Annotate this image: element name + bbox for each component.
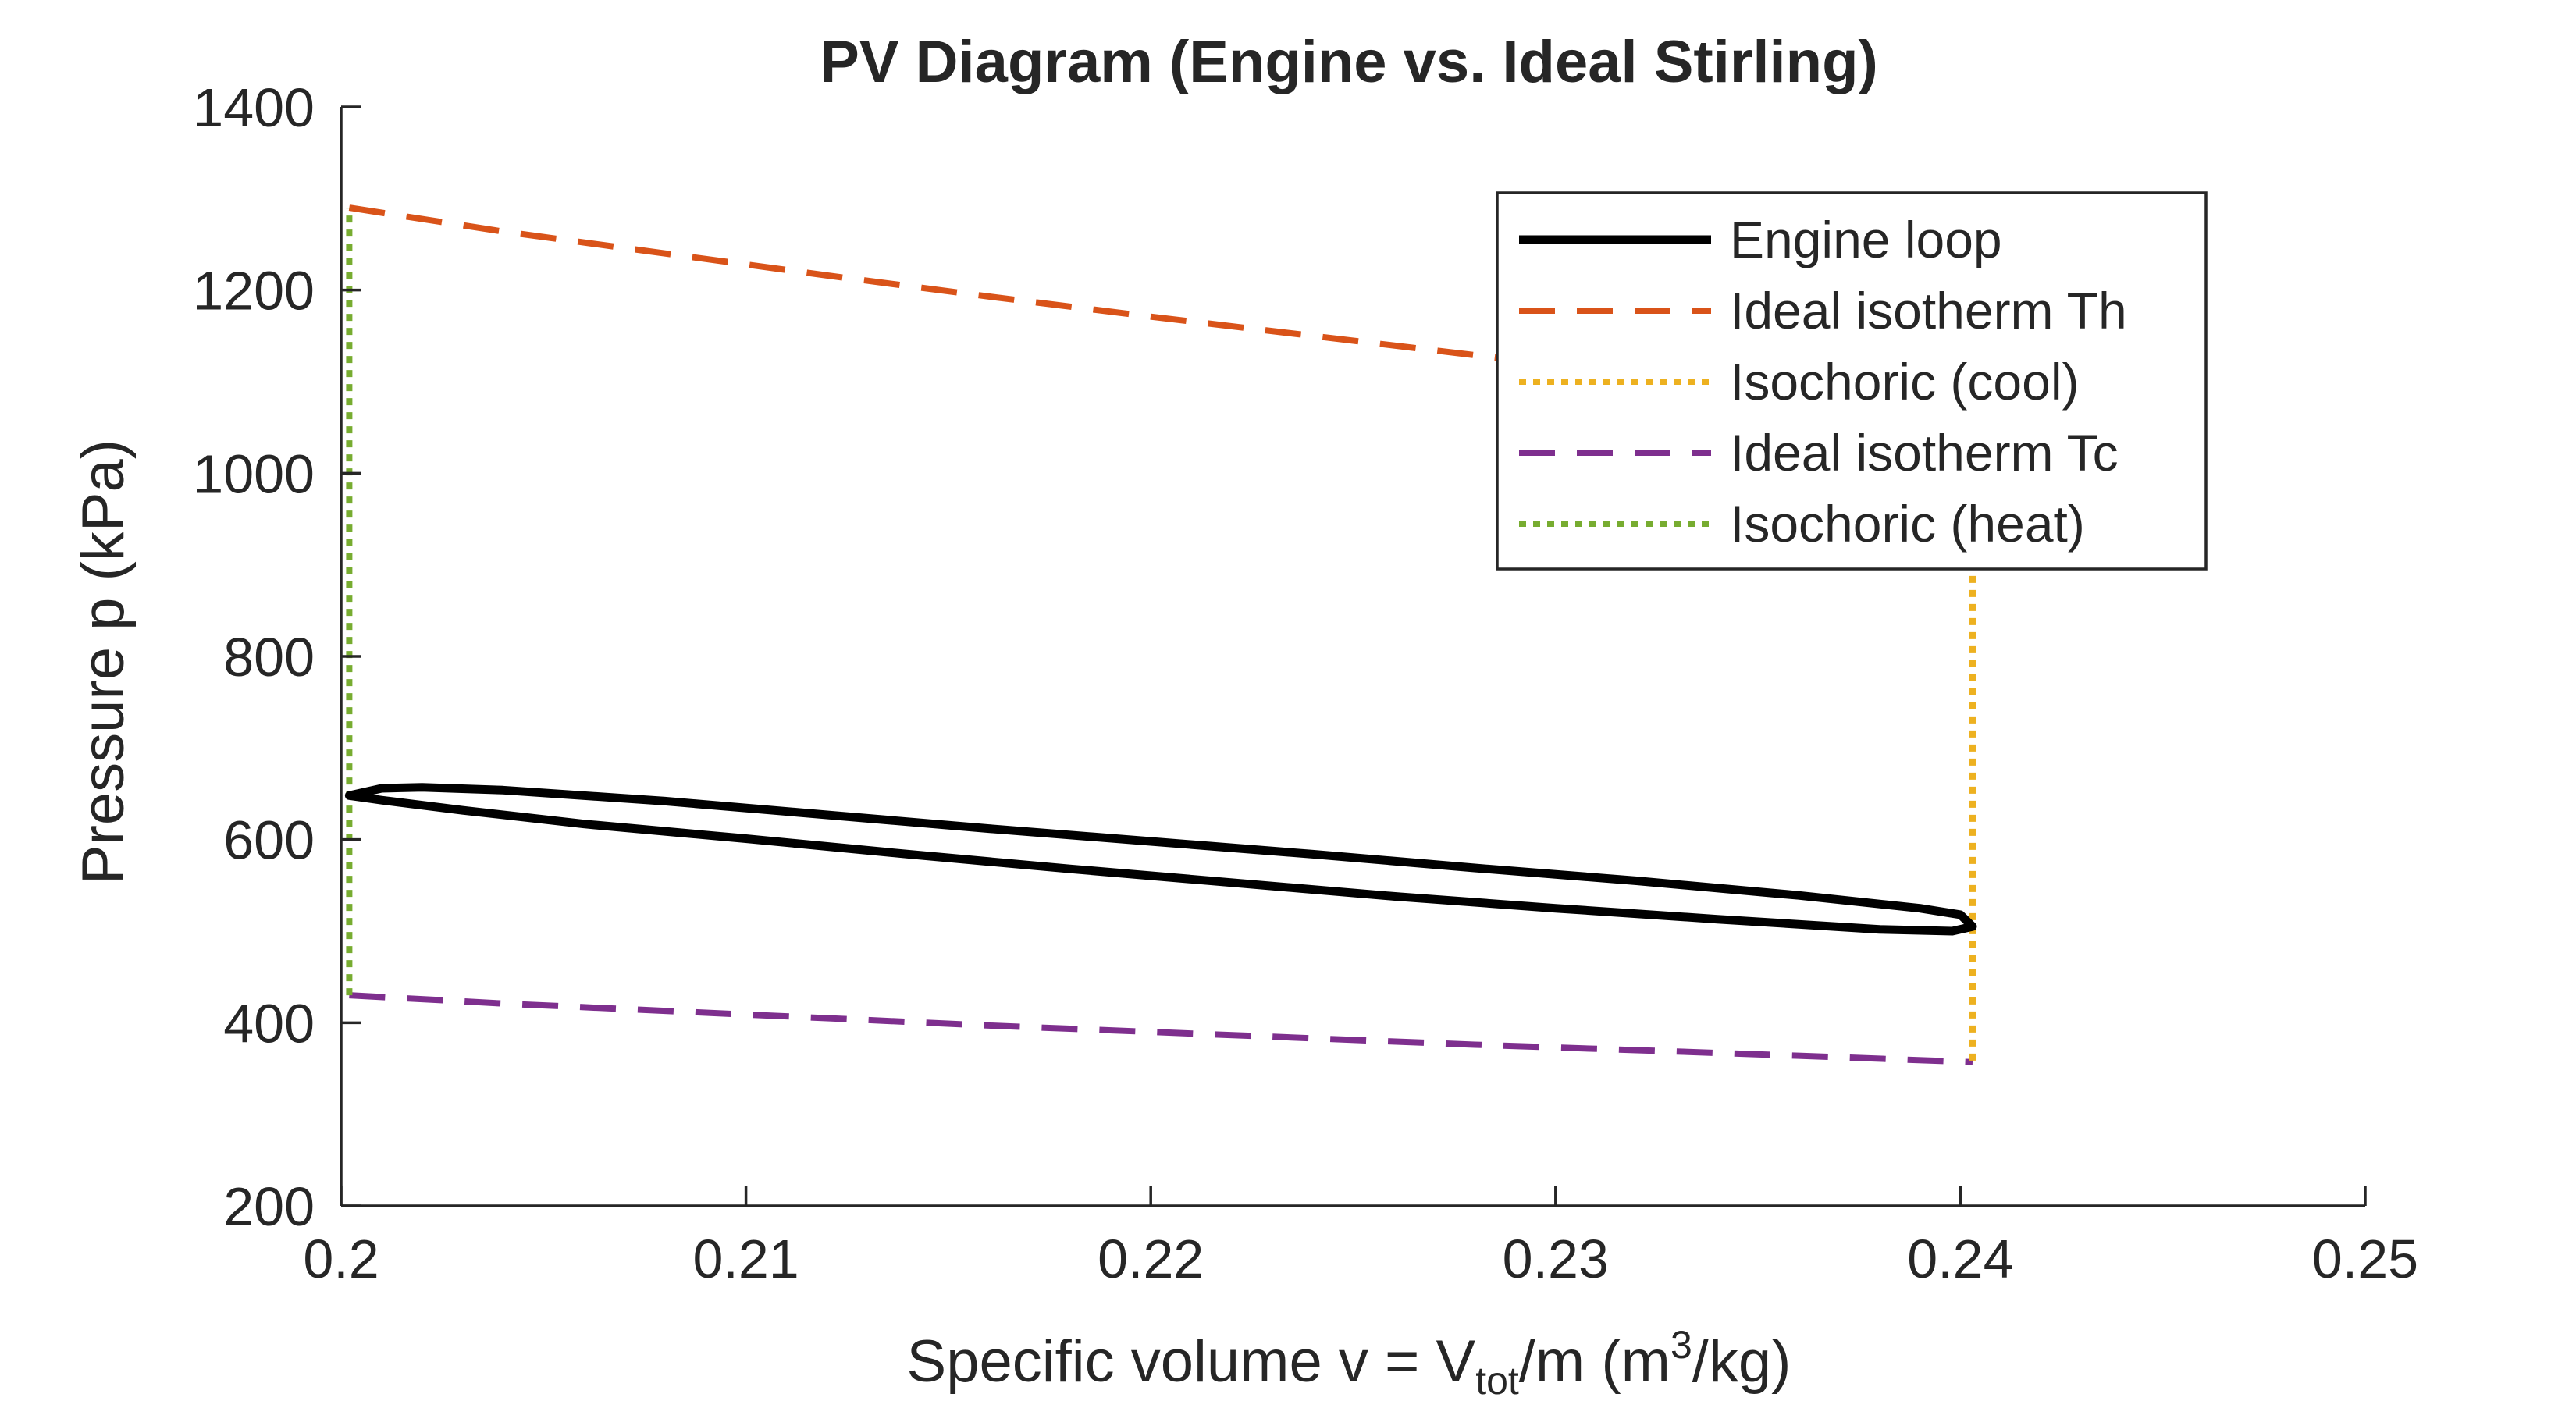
x-axis-label-part: tot [1475, 1359, 1519, 1401]
legend-label: Isochoric (cool) [1730, 353, 2079, 411]
series-line-ideal-isotherm-tc [349, 992, 1973, 1065]
x-axis-label-part: /m (m [1519, 1328, 1670, 1395]
x-axis-label-part: 3 [1670, 1323, 1692, 1367]
legend-label: Isochoric (heat) [1730, 495, 2085, 553]
y-tick-label: 1400 [193, 77, 315, 138]
legend-box [1496, 191, 2208, 571]
legend: Engine loop Ideal isotherm Th Isochoric (c… [1496, 191, 2208, 571]
x-axis-label: Specific volume v = Vtot/m (m3/kg) [907, 1323, 1791, 1401]
x-axis-ticks: 0.2 0.21 0.22 0.23 0.24 0.25 [303, 1186, 2418, 1289]
legend-label: Ideal isotherm Th [1730, 282, 2127, 340]
series-line-engine-loop [344, 783, 1977, 936]
legend-label: Engine loop [1730, 211, 2002, 268]
x-tick-label: 0.24 [1907, 1229, 2013, 1289]
y-tick-label: 600 [223, 810, 315, 871]
x-axis-label-part: Specific volume v = V [907, 1328, 1476, 1395]
y-axis-label: Pressure p (kPa) [70, 439, 137, 884]
y-tick-label: 400 [223, 993, 315, 1054]
chart-title: PV Diagram (Engine vs. Ideal Stirling) [820, 29, 1878, 95]
x-tick-label: 0.2 [303, 1229, 379, 1289]
x-tick-label: 0.21 [692, 1229, 799, 1289]
x-axis-label-part: /kg) [1692, 1328, 1791, 1395]
x-tick-label: 0.22 [1098, 1229, 1204, 1289]
x-tick-label: 0.25 [2312, 1229, 2418, 1289]
y-axis-ticks: 200 400 600 800 1000 1200 1400 [193, 77, 361, 1237]
y-tick-label: 200 [223, 1176, 315, 1237]
x-tick-label: 0.23 [1503, 1229, 1609, 1289]
y-tick-label: 1200 [193, 261, 315, 322]
y-tick-label: 1000 [193, 443, 315, 504]
y-tick-label: 800 [223, 627, 315, 688]
legend-label: Ideal isotherm Tc [1730, 424, 2119, 482]
